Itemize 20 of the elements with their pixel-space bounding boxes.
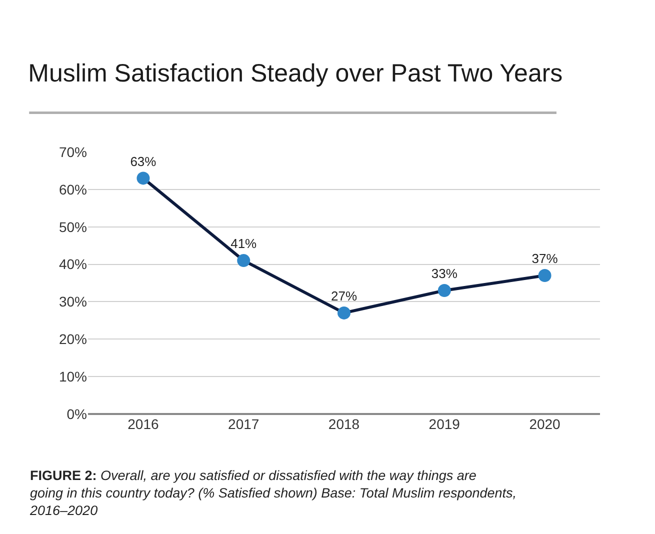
caption: FIGURE 2: Overall, are you satisfied or dissatisfied with the way things are going in this country today? (% Satisfied shown) Base: Total Muslim respondents, 2016–2020 (29, 468, 517, 518)
y-tick-label: 60% (58, 181, 87, 198)
y-tick-label: 50% (58, 218, 87, 235)
x-tick-label: 2017 (228, 416, 260, 432)
y-tick-label: 40% (58, 256, 87, 272)
x-tick-label: 2019 (428, 416, 460, 432)
chart-title: Muslim Satisfaction Steady over Past Two Years (28, 60, 563, 88)
y-tick-label: 10% (58, 368, 87, 384)
x-tick-label: 2018 (328, 416, 360, 432)
data-label: 63% (130, 154, 157, 169)
data-label: 27% (330, 288, 358, 304)
x-tick-label: 2016 (128, 416, 159, 432)
y-tick-label: 0% (66, 406, 87, 422)
x-tick-label: 2020 (529, 416, 561, 432)
data-label: 33% (431, 266, 458, 282)
data-label: 41% (230, 236, 258, 252)
y-tick-label: 30% (58, 294, 87, 310)
data-label: 37% (532, 251, 558, 266)
y-tick-label: 70% (58, 144, 87, 160)
y-tick-label: 20% (58, 331, 87, 348)
